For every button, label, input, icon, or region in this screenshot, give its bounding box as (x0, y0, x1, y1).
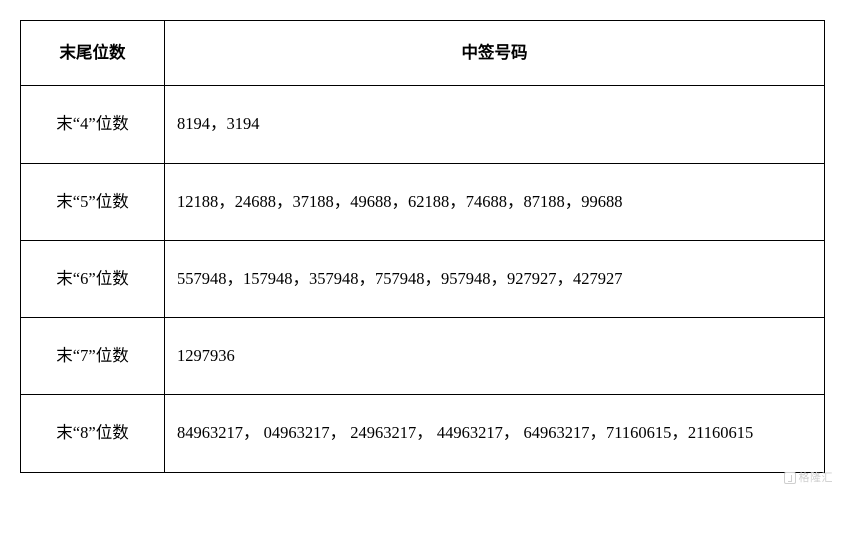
row-label: 末“4”位数 (21, 86, 165, 163)
watermark: 格隆汇 (784, 469, 834, 485)
table-row: 末“5”位数 12188，24688，37188，49688，62188，746… (21, 163, 825, 240)
table-row: 末“4”位数 8194，3194 (21, 86, 825, 163)
row-value: 8194，3194 (165, 86, 825, 163)
table-row: 末“6”位数 557948，157948，357948，757948，95794… (21, 240, 825, 317)
row-label: 末“5”位数 (21, 163, 165, 240)
lottery-number-table: 末尾位数 中签号码 末“4”位数 8194，3194 末“5”位数 12188，… (20, 20, 825, 473)
header-winning-numbers: 中签号码 (165, 21, 825, 86)
table-row: 末“8”位数 84963217， 04963217， 24963217， 449… (21, 395, 825, 472)
row-value: 12188，24688，37188，49688，62188，74688，8718… (165, 163, 825, 240)
watermark-logo-icon (784, 472, 796, 484)
lottery-table-wrapper: 末尾位数 中签号码 末“4”位数 8194，3194 末“5”位数 12188，… (20, 20, 825, 473)
row-label: 末“7”位数 (21, 318, 165, 395)
row-label: 末“8”位数 (21, 395, 165, 472)
header-last-digits: 末尾位数 (21, 21, 165, 86)
table-header-row: 末尾位数 中签号码 (21, 21, 825, 86)
row-value: 1297936 (165, 318, 825, 395)
row-value: 557948，157948，357948，757948，957948，92792… (165, 240, 825, 317)
row-value: 84963217， 04963217， 24963217， 44963217， … (165, 395, 825, 472)
row-label: 末“6”位数 (21, 240, 165, 317)
table-row: 末“7”位数 1297936 (21, 318, 825, 395)
watermark-text: 格隆汇 (799, 472, 834, 484)
